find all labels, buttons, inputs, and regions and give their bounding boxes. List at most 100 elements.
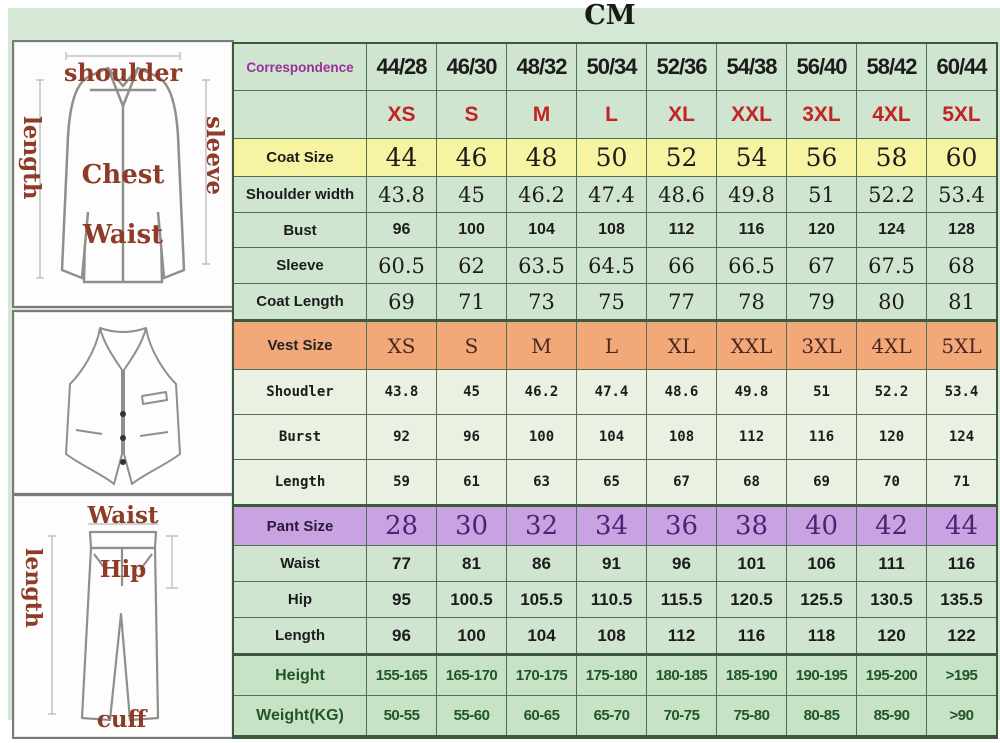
cell: 79 (786, 284, 856, 319)
table-row: Bust 96 100 104 108 112 116 120 124 128 (234, 212, 996, 247)
row-label: Vest Size (267, 337, 333, 354)
cell: XS (366, 322, 436, 369)
row-label (234, 91, 366, 138)
cell: 86 (506, 546, 576, 581)
cell: 155-165 (366, 656, 436, 695)
row-label: Length (275, 627, 325, 644)
vest-diagram (12, 310, 234, 495)
cell: 65-70 (576, 696, 646, 735)
cell: 100 (506, 415, 576, 459)
cell: 36 (646, 507, 716, 545)
cell: 125.5 (786, 582, 856, 617)
cell: 80-85 (786, 696, 856, 735)
cell: 49.8 (716, 177, 786, 212)
cell: 112 (646, 213, 716, 247)
table-row: Length 96 100 104 108 112 116 118 120 122 (234, 617, 996, 653)
cell: 70 (856, 460, 926, 504)
cell: 122 (926, 618, 996, 653)
cell: 63 (506, 460, 576, 504)
cell: 124 (926, 415, 996, 459)
cell: 67.5 (856, 248, 926, 283)
units-title: CM (584, 0, 636, 31)
cell: 5XL (926, 322, 996, 369)
row-label: Correspondence (246, 59, 354, 75)
cell: 43.8 (366, 370, 436, 414)
cell: 77 (646, 284, 716, 319)
cell: 106 (786, 546, 856, 581)
cell: 63.5 (506, 248, 576, 283)
cell: 128 (926, 213, 996, 247)
row-label: Weight(KG) (256, 706, 344, 724)
cell: 59 (366, 460, 436, 504)
cell: 40 (786, 507, 856, 545)
cell: 116 (716, 213, 786, 247)
row-label: Bust (283, 221, 317, 239)
cell: 52/36 (646, 44, 716, 90)
cell: 51 (786, 177, 856, 212)
cell: 108 (646, 415, 716, 459)
cell: XXL (716, 322, 786, 369)
cell: 96 (366, 618, 436, 653)
cell: 52 (646, 139, 716, 176)
cell: 115.5 (646, 582, 716, 617)
row-label: Burst (278, 429, 322, 445)
cell: 92 (366, 415, 436, 459)
cell: 61 (436, 460, 506, 504)
size-table: Correspondence 44/28 46/30 48/32 50/34 52/36 5… (232, 42, 998, 739)
cell: 60/44 (926, 44, 996, 90)
jacket-sketch-icon (36, 52, 210, 284)
cell: 67 (646, 460, 716, 504)
table-row: Correspondence 44/28 46/30 48/32 50/34 52/36 5… (234, 44, 996, 90)
cell: 48.6 (646, 370, 716, 414)
jacket-chest-label: Chest (81, 160, 165, 190)
cell: 56/40 (786, 44, 856, 90)
cell: 52.2 (856, 177, 926, 212)
cell: 49.8 (716, 370, 786, 414)
pants-sketch-icon (48, 523, 178, 722)
cell: 62 (436, 248, 506, 283)
cell: 73 (506, 284, 576, 319)
table-row: Shoudler 43.8 45 46.2 47.4 48.6 49.8 51 52.2 53.4 (234, 369, 996, 414)
pants-cuff-label: cuff (96, 706, 147, 733)
cell: 60-65 (506, 696, 576, 735)
cell: 46.2 (506, 370, 576, 414)
cell: 48 (506, 139, 576, 176)
cell: S (436, 91, 506, 138)
cell: 96 (646, 546, 716, 581)
cell: 3XL (786, 322, 856, 369)
cell: 80 (856, 284, 926, 319)
cell: 67 (786, 248, 856, 283)
cell: 68 (716, 460, 786, 504)
cell: 71 (926, 460, 996, 504)
table-row: XS S M L XL XXL 3XL 4XL 5XL (234, 90, 996, 138)
table-row: Shoulder width 43.8 45 46.2 47.4 48.6 49.8 51 52… (234, 176, 996, 212)
cell: 3XL (786, 91, 856, 138)
cell: 46 (436, 139, 506, 176)
cell: 54/38 (716, 44, 786, 90)
row-label: Sleeve (276, 257, 324, 274)
jacket-waist-label: Waist (82, 220, 164, 250)
row-label: Height (275, 666, 325, 684)
cell: 78 (716, 284, 786, 319)
row-label: Coat Size (266, 149, 334, 166)
jacket-length-label: length (18, 116, 45, 200)
cell: 45 (436, 177, 506, 212)
pants-waist-label: Waist (87, 502, 159, 529)
table-row: Burst 92 96 100 104 108 112 116 120 124 (234, 414, 996, 459)
cell: 116 (926, 546, 996, 581)
cell: 95 (366, 582, 436, 617)
cell: 38 (716, 507, 786, 545)
cell: 108 (576, 618, 646, 653)
cell: 75-80 (716, 696, 786, 735)
cell: 50 (576, 139, 646, 176)
cell: 60.5 (366, 248, 436, 283)
cell: 51 (786, 370, 856, 414)
cell: 185-190 (716, 656, 786, 695)
cell: 65 (576, 460, 646, 504)
cell: 96 (436, 415, 506, 459)
cell: 81 (436, 546, 506, 581)
cell: 104 (576, 415, 646, 459)
cell: 66.5 (716, 248, 786, 283)
row-label: Coat Length (256, 293, 344, 310)
